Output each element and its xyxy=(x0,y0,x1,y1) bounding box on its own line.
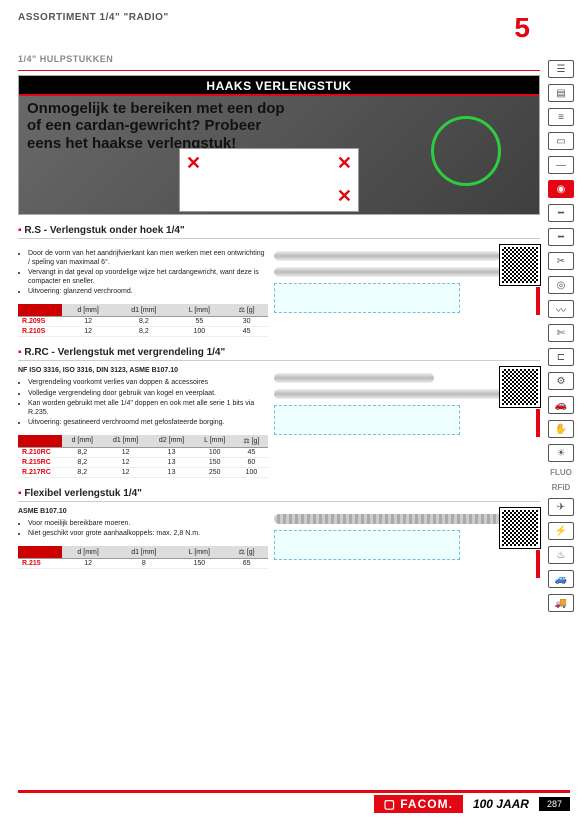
section-rrc: ▪ R.RC - Verlengstuk met vergrendeling 1… xyxy=(18,347,540,477)
red-marker xyxy=(536,550,540,578)
bullet-list: Door de vorm van het aandrijfvierkant ka… xyxy=(18,249,268,296)
hero-headline: Onmogelijk te bereiken met een dop of ee… xyxy=(27,100,287,152)
product-image xyxy=(274,514,527,524)
drawer-icon[interactable]: ▤ xyxy=(548,84,574,102)
spec-table: d [mm] d1 [mm] L [mm] ⚖ [g] R.209S128,25… xyxy=(18,304,268,337)
hand-icon[interactable]: ✋ xyxy=(548,420,574,438)
page-footer: ▢ FACOM. 100 JAAR 287 xyxy=(18,790,570,812)
section-title: ▪ R.RC - Verlengstuk met vergrendeling 1… xyxy=(18,347,540,361)
section-flex: ▪ Flexibel verlengstuk 1/4" ASME B107.10… xyxy=(18,488,540,569)
product-image xyxy=(274,251,500,261)
sun-icon[interactable]: ☀ xyxy=(548,444,574,462)
case-icon[interactable]: ▭ xyxy=(548,132,574,150)
table-row: R.210RC8,2121310045 xyxy=(18,447,268,457)
tape-icon[interactable]: ◎ xyxy=(548,276,574,294)
car-icon[interactable]: 🚗 xyxy=(548,396,574,414)
bolt-icon[interactable]: ⚡ xyxy=(548,522,574,540)
bullet-list: Vergrendeling voorkomt verlies van doppe… xyxy=(18,378,268,426)
hero-illustration: ✕ ✕ ✕ xyxy=(179,148,359,212)
divider xyxy=(18,70,540,71)
bullet-list: Voor moeilijk bereikbare moeren. Niet ge… xyxy=(18,519,268,538)
truck-icon[interactable]: 🚚 xyxy=(548,594,574,612)
cross-icon: ✕ xyxy=(337,186,352,207)
qr-code[interactable] xyxy=(500,367,540,407)
standards: NF ISO 3316, ISO 3316, DIN 3123, ASME B1… xyxy=(18,367,268,374)
fluo-text[interactable]: FLUO xyxy=(550,468,572,477)
socket-icon[interactable]: ◉ xyxy=(548,180,574,198)
highlight-circle-icon xyxy=(431,116,501,186)
dimension-diagram xyxy=(274,530,460,560)
qr-code[interactable] xyxy=(500,508,540,548)
cabinet-icon[interactable]: ☰ xyxy=(548,60,574,78)
product-image xyxy=(274,267,527,277)
brand-logo: ▢ FACOM. xyxy=(374,795,463,813)
wrench-icon[interactable]: — xyxy=(548,156,574,174)
chapter-number: 5 xyxy=(514,12,530,44)
cross-icon: ✕ xyxy=(186,153,201,174)
section-title: ▪ R.S - Verlengstuk onder hoek 1/4" xyxy=(18,225,540,239)
dimension-diagram xyxy=(274,405,460,435)
rfid-text[interactable]: RFiD xyxy=(552,483,571,492)
subheading: 1/4" HULPSTUKKEN xyxy=(18,54,540,64)
section-title: ▪ Flexibel verlengstuk 1/4" xyxy=(18,488,540,502)
cross-icon: ✕ xyxy=(337,153,352,174)
anniversary-label: 100 JAAR xyxy=(473,797,529,811)
auto-icon[interactable]: 🚙 xyxy=(548,570,574,588)
fire-icon[interactable]: ♨ xyxy=(548,546,574,564)
qr-code[interactable] xyxy=(500,245,540,285)
standards: ASME B107.10 xyxy=(18,508,268,515)
table-row: R.217RC8,21213250100 xyxy=(18,467,268,477)
spec-table: d [mm]d1 [mm]L [mm]⚖ [g] R.21512815065 xyxy=(18,546,268,569)
plane-icon[interactable]: ✈ xyxy=(548,498,574,516)
saw-icon[interactable]: 〰 xyxy=(548,300,574,318)
plier-icon[interactable]: ✂ xyxy=(548,252,574,270)
product-image xyxy=(274,373,434,383)
red-marker xyxy=(536,409,540,437)
dimension-diagram xyxy=(274,283,460,313)
table-row: R.21512815065 xyxy=(18,559,268,569)
screwdriver-icon[interactable]: ━ xyxy=(548,204,574,222)
driver2-icon[interactable]: ━ xyxy=(548,228,574,246)
table-row: R.209S128,25530 xyxy=(18,317,268,327)
product-image xyxy=(274,389,535,399)
hero-banner: HAAKS VERLENGSTUK Onmogelijk te bereiken… xyxy=(18,75,540,215)
stack-icon[interactable]: ≡ xyxy=(548,108,574,126)
drill-icon[interactable]: ⚙ xyxy=(548,372,574,390)
category-sidebar: ☰ ▤ ≡ ▭ — ◉ ━ ━ ✂ ◎ 〰 ✄ ⊏ ⚙ 🚗 ✋ ☀ FLUO RFiD ✈ ⚡ ♨ 🚙 🚚 xyxy=(546,60,576,612)
hero-title: HAAKS VERLENGSTUK xyxy=(19,76,539,96)
scissors-icon[interactable]: ✄ xyxy=(548,324,574,342)
page-number: 287 xyxy=(539,797,570,811)
clamp-icon[interactable]: ⊏ xyxy=(548,348,574,366)
red-marker xyxy=(536,287,540,315)
spec-table: d [mm]d1 [mm]d2 [mm]L [mm]⚖ [g] R.210RC8… xyxy=(18,435,268,478)
table-row: R.215RC8,2121315060 xyxy=(18,457,268,467)
section-rs: ▪ R.S - Verlengstuk onder hoek 1/4" Door… xyxy=(18,225,540,337)
table-row: R.210S128,210045 xyxy=(18,327,268,337)
assortiment-label: ASSORTIMENT 1/4" "RADIO" xyxy=(18,12,169,23)
